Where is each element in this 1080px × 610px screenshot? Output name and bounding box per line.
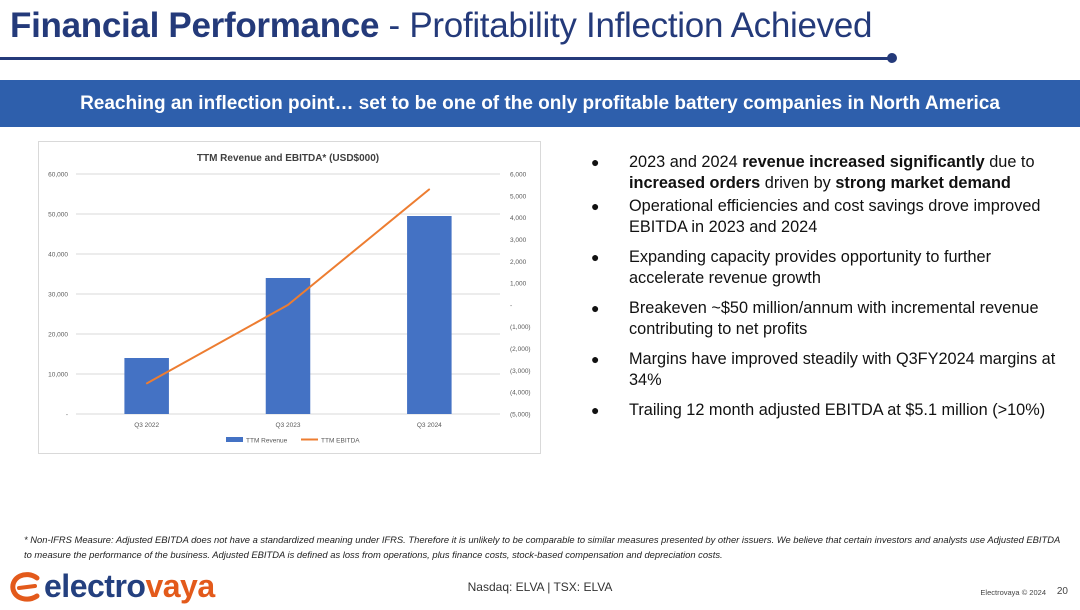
y-right-tick-label: (2,000) [510, 346, 531, 353]
headline-banner: Reaching an inflection point… set to be … [0, 80, 1080, 127]
chart-canvas: TTM Revenue and EBITDA* (USD$000) - 10,000… [48, 153, 531, 445]
x-tick-label: Q3 2024 [417, 422, 442, 429]
y-left-tick-label: - [66, 412, 68, 419]
y-left-tick-label: 20,000 [48, 332, 68, 339]
y-right-tick-label: 6,000 [510, 172, 527, 179]
y-left-tick-label: 50,000 [48, 212, 68, 219]
y-right-tick-label: 1,000 [510, 281, 527, 288]
legend-ebitda-label: TTM EBITDA [321, 438, 360, 445]
ebitda-point [145, 382, 148, 385]
bullet-item: Operational efficiencies and cost saving… [588, 196, 1058, 237]
bullet-item: 2023 and 2024 revenue increased signific… [588, 152, 1058, 193]
key-points-list: 2023 and 2024 revenue increased signific… [588, 152, 1058, 431]
footnote: * Non-IFRS Measure: Adjusted EBITDA does… [24, 534, 1060, 560]
x-tick-label: Q3 2023 [276, 422, 301, 429]
chart-title: TTM Revenue and EBITDA* (USD$000) [197, 153, 379, 164]
y-right-tick-label: (1,000) [510, 324, 531, 331]
bullet-item: Trailing 12 month adjusted EBITDA at $5.… [588, 400, 1058, 421]
y-left-tick-label: 10,000 [48, 372, 68, 379]
page-number: 20 [1056, 586, 1068, 597]
y-left-tick-label: 60,000 [48, 172, 68, 179]
y-left-tick-label: 40,000 [48, 252, 68, 259]
legend-revenue-swatch [226, 437, 243, 442]
legend-revenue-label: TTM Revenue [246, 438, 288, 445]
ebitda-point [287, 304, 289, 306]
page-title: Financial Performance - Profitability In… [10, 6, 873, 45]
revenue-ebitda-chart: TTM Revenue and EBITDA* (USD$000) - 10,000… [38, 141, 541, 454]
y-right-tick-label: 4,000 [510, 215, 527, 222]
y-right-tick-label: 2,000 [510, 259, 527, 266]
y-right-tick-label: (4,000) [510, 390, 531, 397]
y-right-tick-label: 5,000 [510, 193, 527, 200]
revenue-bar [124, 358, 169, 414]
title-underline-dot [887, 53, 897, 63]
ebitda-point [428, 188, 431, 191]
y-right-tick-label: (5,000) [510, 412, 531, 419]
copyright: Electrovaya © 2024 [980, 588, 1046, 597]
electrovaya-logo: electrovaya [8, 568, 215, 605]
y-right-tick-label: 3,000 [510, 237, 527, 244]
y-right-tick-label: - [510, 302, 512, 309]
y-left-tick-label: 30,000 [48, 292, 68, 299]
revenue-bar [265, 278, 311, 414]
x-tick-label: Q3 2022 [134, 422, 159, 429]
revenue-bar [407, 216, 452, 414]
y-right-tick-label: (3,000) [510, 368, 531, 375]
bullet-item: Margins have improved steadily with Q3FY… [588, 349, 1058, 390]
bullet-item: Breakeven ~$50 million/annum with increm… [588, 298, 1058, 339]
stock-ticker: Nasdaq: ELVA | TSX: ELVA [467, 580, 613, 594]
logo-swoosh-icon [10, 572, 40, 602]
title-underline [0, 57, 892, 60]
bullet-item: Expanding capacity provides opportunity … [588, 247, 1058, 288]
